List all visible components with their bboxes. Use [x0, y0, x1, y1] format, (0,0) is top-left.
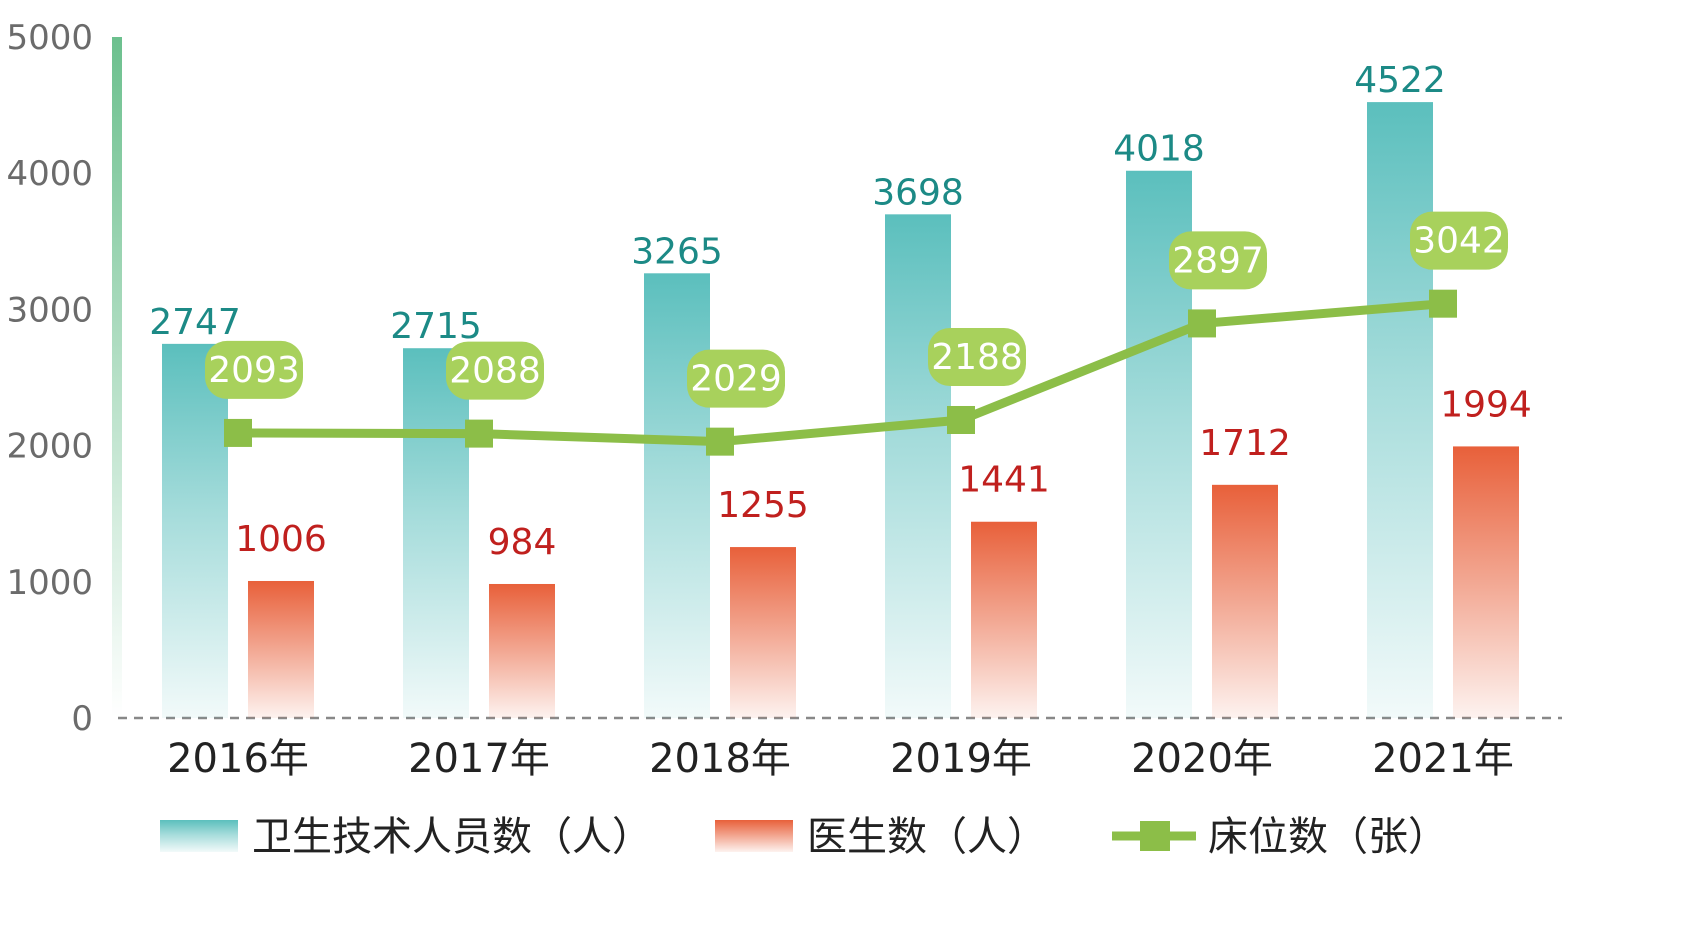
bar-doctor [1212, 484, 1278, 718]
bars [162, 102, 1519, 719]
data-label-box [205, 340, 303, 399]
legend-label: 医生数（人） [807, 814, 1047, 860]
bar-staff [1367, 102, 1433, 719]
x-tick-label: 2017年 [408, 736, 550, 782]
legend-label: 床位数（张） [1208, 814, 1448, 860]
x-tick-label: 2018年 [649, 736, 791, 782]
data-label-doctor: 1712 [1199, 423, 1291, 464]
bar-doctor [971, 521, 1037, 718]
data-label-beds: 3042 [1413, 221, 1505, 262]
y-tick-label: 1000 [6, 563, 93, 603]
data-label-staff: 3265 [631, 231, 723, 272]
bar-staff [644, 273, 710, 718]
data-labels: 2747 1006 2715 984 3265 1255 3698 1441 4018 1712 4… [149, 60, 1532, 563]
data-label-box [1169, 231, 1267, 290]
x-tick-label: 2021年 [1372, 736, 1514, 782]
legend-swatch [715, 820, 793, 852]
data-label-beds: 2088 [449, 351, 541, 392]
data-label-doctor: 1255 [717, 485, 809, 526]
line-marker [706, 427, 734, 456]
bar-doctor [730, 547, 796, 718]
bar-staff [162, 343, 228, 718]
line-marker [1188, 309, 1216, 338]
x-tick-label: 2020年 [1131, 736, 1273, 782]
y-tick-label: 3000 [6, 290, 93, 330]
data-label-staff: 3698 [872, 172, 964, 213]
data-label-doctor: 1006 [235, 519, 327, 560]
bar-staff [885, 214, 951, 718]
bar-doctor [1453, 446, 1519, 718]
legend-swatch [160, 820, 238, 852]
data-label-beds: 2093 [208, 350, 300, 391]
data-label-doctor: 1441 [958, 460, 1050, 501]
data-label-staff: 4522 [1354, 60, 1446, 101]
data-label-staff: 2747 [149, 302, 241, 343]
y-axis-line [112, 37, 122, 718]
legend-swatch-marker [1140, 821, 1170, 851]
data-label-staff: 4018 [1113, 129, 1205, 170]
legend-label: 卫生技术人员数（人） [252, 814, 652, 860]
line-marker [947, 405, 975, 434]
y-tick-label: 4000 [6, 154, 93, 194]
y-tick-label: 0 [71, 699, 93, 739]
data-label-beds: 2029 [690, 359, 782, 400]
legend: 卫生技术人员数（人） 医生数（人） 床位数（张） [160, 814, 1448, 860]
line-marker [465, 419, 493, 448]
data-label-box [1410, 211, 1508, 270]
y-tick-label: 2000 [6, 427, 93, 467]
bar-doctor [489, 583, 555, 718]
line-series [224, 289, 1457, 456]
y-tick-label: 5000 [6, 18, 93, 58]
data-label-staff: 2715 [390, 306, 482, 347]
x-axis: 2016年 2017年 2018年 2019年 2020年 2021年 [167, 736, 1514, 782]
data-label-beds: 2897 [1172, 240, 1264, 281]
data-label-box [687, 349, 785, 408]
x-tick-label: 2019年 [890, 736, 1032, 782]
bar-doctor [248, 580, 314, 718]
line-beds [237, 299, 1444, 447]
data-label-doctor: 984 [488, 522, 557, 563]
line-marker [224, 418, 252, 447]
line-marker [1429, 289, 1457, 318]
x-tick-label: 2016年 [167, 736, 309, 782]
data-label-beds: 2188 [931, 337, 1023, 378]
data-label-doctor: 1994 [1440, 384, 1532, 425]
y-axis: 0 1000 2000 3000 4000 5000 [6, 18, 1562, 739]
bar-staff [403, 348, 469, 718]
data-label-box [446, 341, 544, 400]
data-label-box [928, 327, 1026, 386]
